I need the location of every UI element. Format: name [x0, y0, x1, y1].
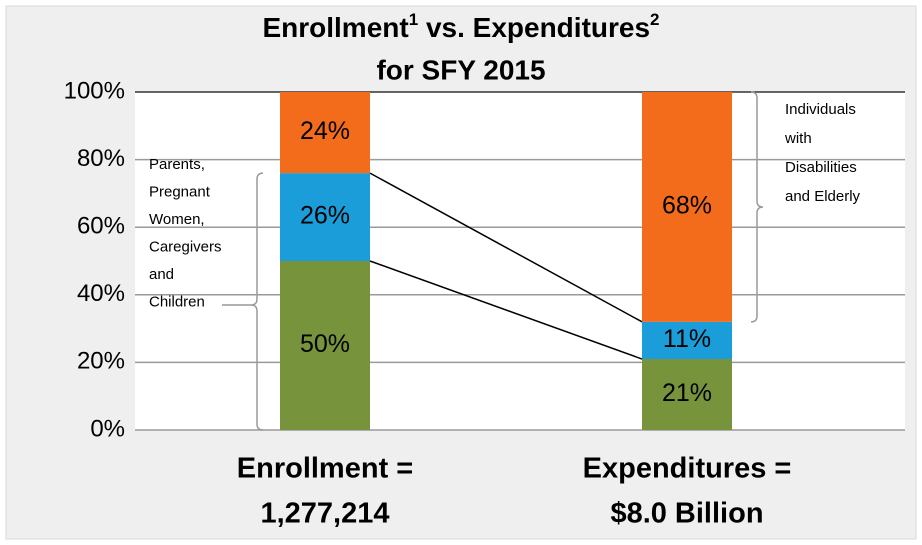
- data-label: 50%: [300, 330, 350, 358]
- data-label: 11%: [663, 325, 711, 353]
- annotation: Women,: [149, 211, 205, 228]
- y-tick-label: 0%: [90, 415, 125, 442]
- bar-segment: [642, 359, 732, 430]
- y-tick-label: 60%: [77, 213, 125, 240]
- bar-segment: [642, 92, 732, 322]
- annotation: Individuals: [785, 101, 856, 118]
- connector: [369, 260, 643, 360]
- annotation: and Elderly: [785, 188, 861, 205]
- title-part: Enrollment: [262, 12, 408, 43]
- title-part: vs. Expenditures: [418, 12, 650, 43]
- annotation: Children: [149, 293, 205, 310]
- annotation: Caregivers: [149, 238, 222, 255]
- data-label: 26%: [300, 202, 350, 230]
- data-label: 21%: [662, 379, 712, 407]
- annotation: Pregnant: [149, 183, 211, 200]
- data-label: 24%: [300, 117, 350, 145]
- y-tick-label: 20%: [77, 348, 125, 375]
- chart-subtitle: for SFY 2015: [376, 54, 545, 85]
- bar-segment: [280, 92, 370, 174]
- connector: [369, 172, 643, 323]
- annotation: Disabilities: [785, 159, 857, 176]
- y-tick-label: 80%: [77, 145, 125, 172]
- title-note: 1: [409, 10, 418, 29]
- chart-title: Enrollment1 vs. Expenditures2: [262, 10, 659, 43]
- y-tick-label: 100%: [64, 77, 125, 104]
- annotation: Parents,: [149, 156, 205, 173]
- x-tick-label: $8.0 Billion: [610, 498, 763, 530]
- x-tick-label: 1,277,214: [260, 498, 389, 530]
- annotation: and: [149, 266, 174, 283]
- data-label: 68%: [662, 192, 712, 220]
- y-tick-label: 40%: [77, 280, 125, 307]
- title-note: 2: [650, 10, 659, 29]
- bar-segment: [280, 173, 370, 261]
- bar-segment: [642, 321, 732, 360]
- bar-segment: [280, 261, 370, 430]
- x-tick-label: Expenditures =: [583, 453, 792, 485]
- bracket: [750, 91, 764, 323]
- annotation: with: [784, 130, 812, 147]
- plot-area: [135, 92, 905, 430]
- x-tick-label: Enrollment =: [237, 453, 413, 485]
